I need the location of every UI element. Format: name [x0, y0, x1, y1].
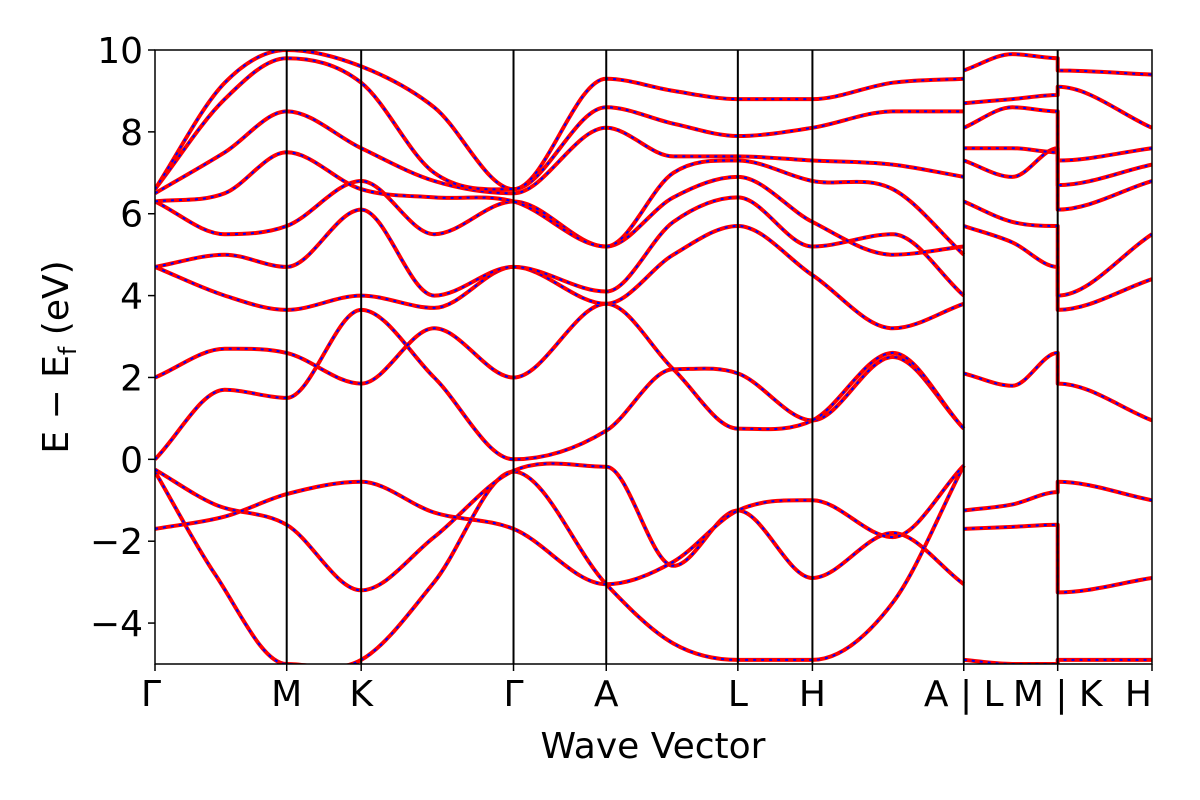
band-line-14: [963, 522, 1152, 595]
x-tick-label: M | K: [1013, 674, 1104, 715]
y-tick-label: 0: [120, 440, 143, 481]
band-line-21: [963, 105, 1152, 163]
band-line-blue: [155, 308, 965, 461]
band-line-18: [963, 199, 1152, 298]
band-line-20: [963, 146, 1152, 188]
x-tick-label: M: [271, 674, 302, 715]
band-line-16: [963, 350, 1152, 423]
y-tick-label: 2: [120, 358, 143, 399]
x-tick-label: A | L: [924, 674, 1004, 715]
band-line-blue: [963, 225, 1152, 311]
band-line-blue: [963, 85, 1152, 129]
band-line-red: [963, 146, 1152, 188]
band-line-23: [963, 52, 1152, 77]
band-line-15: [963, 479, 1152, 513]
band-line-blue: [155, 462, 965, 592]
y-axis-title-main: E − E: [36, 355, 77, 454]
band-line-blue: [963, 53, 1152, 76]
band-line-red: [963, 657, 1152, 664]
plot-frame: [154, 49, 1153, 665]
band-line-blue: [155, 151, 965, 256]
band-line-22: [963, 84, 1152, 130]
band-line-1: [155, 464, 966, 664]
x-tick-label: Γ: [503, 674, 523, 715]
y-axis-title-subscript: f: [54, 346, 82, 355]
y-axis-title: E − Ef (eV): [36, 260, 82, 453]
y-tick-label: 6: [120, 195, 143, 236]
y-axis-ticks: −4 −2 0 2 4 6 8 10: [90, 31, 155, 645]
x-tick-label: K: [349, 674, 374, 715]
band-line-red: [155, 301, 966, 432]
x-tick-label: H: [799, 674, 826, 715]
x-tick-label: H: [1125, 674, 1152, 715]
x-tick-label: A: [594, 674, 619, 715]
band-line-red: [155, 464, 966, 664]
band-line-red: [963, 199, 1152, 298]
y-tick-label: −2: [90, 522, 143, 563]
band-line-2: [155, 461, 965, 593]
x-tick-label: Γ: [141, 674, 161, 715]
y-tick-label: 10: [97, 31, 143, 72]
y-tick-label: 8: [120, 113, 143, 154]
y-axis-title-unit: (eV): [36, 260, 77, 346]
band-line-blue: [963, 147, 1152, 211]
band-line-5: [155, 301, 966, 432]
band-line-17: [963, 224, 1152, 312]
band-line-9: [155, 150, 966, 257]
x-axis-title: Wave Vector: [541, 726, 766, 767]
band-line-blue: [963, 351, 1152, 422]
band-line-blue: [963, 480, 1152, 512]
x-tick-label: L: [728, 674, 748, 715]
band-line-red: [963, 105, 1152, 163]
y-tick-label: 4: [120, 277, 143, 318]
band-line-blue: [155, 224, 965, 330]
band-line-red: [963, 522, 1152, 595]
high-symmetry-lines: [285, 50, 1059, 664]
band-line-13: [963, 657, 1152, 664]
y-tick-label: −4: [90, 604, 143, 645]
